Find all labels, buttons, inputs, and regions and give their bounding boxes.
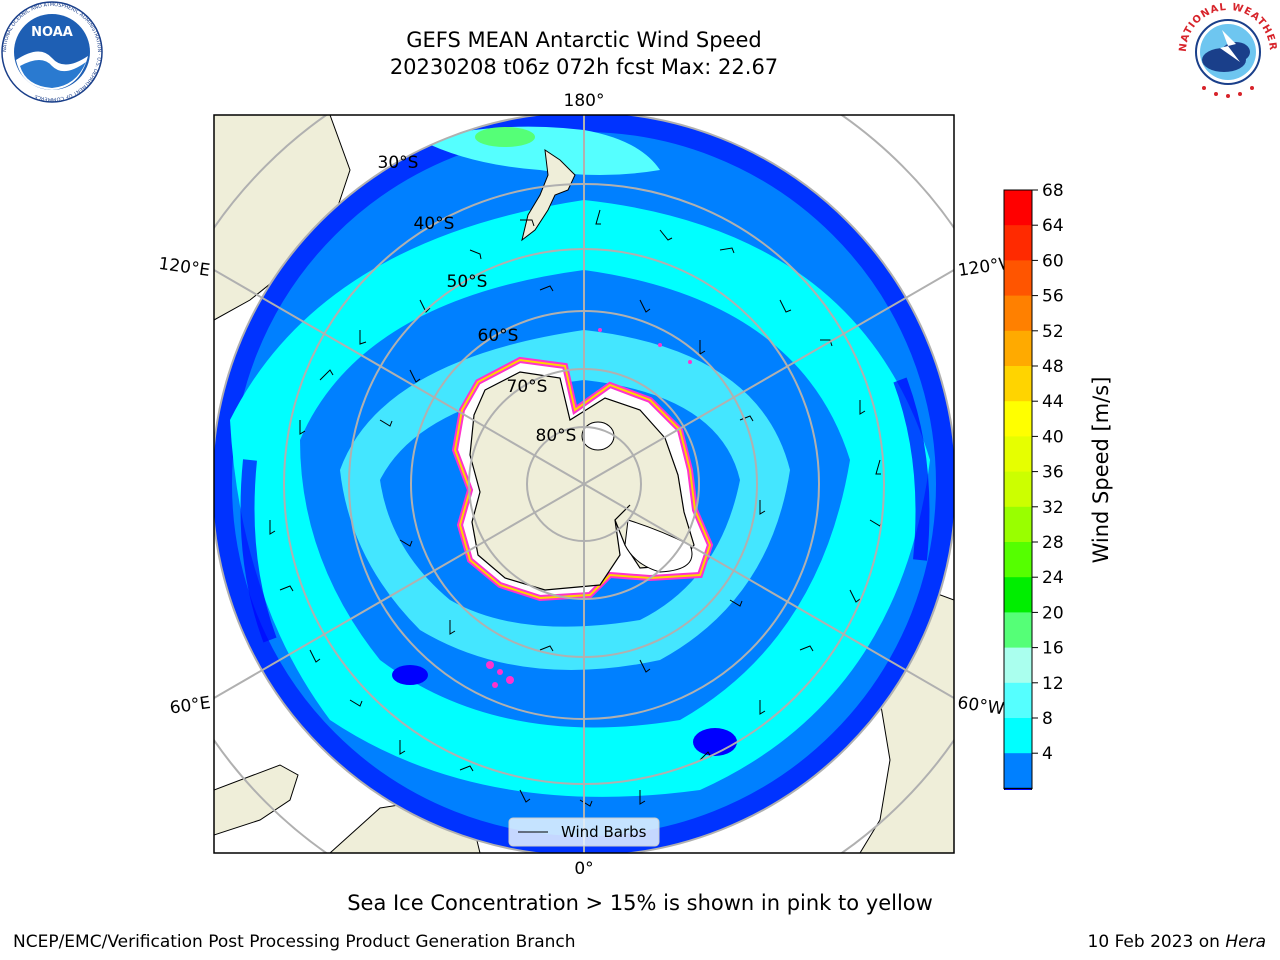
colorbar-frame bbox=[1003, 189, 1033, 789]
wind-barbs bbox=[269, 209, 883, 807]
graticule bbox=[214, 115, 954, 853]
footer-date-text: 10 Feb 2023 on bbox=[1087, 932, 1226, 952]
colorbar-swatch bbox=[1004, 577, 1032, 613]
lon-label-120e: 120°E bbox=[157, 254, 211, 281]
colorbar-swatch bbox=[1004, 682, 1032, 719]
colorbar-swatch bbox=[1004, 612, 1032, 649]
colorbar-swatch bbox=[1004, 647, 1032, 684]
colorbar-tick-label: 68 bbox=[1042, 181, 1064, 201]
colorbar-swatch bbox=[1004, 366, 1032, 402]
lat-label-60s: 60°S bbox=[478, 326, 519, 346]
africa-land bbox=[214, 764, 299, 836]
lon-label-180: 180° bbox=[564, 91, 605, 111]
colorbar-swatch bbox=[1004, 506, 1032, 543]
colorbar-swatch bbox=[1004, 225, 1032, 261]
colorbar-tick-label: 20 bbox=[1042, 603, 1064, 623]
footer-credit: NCEP/EMC/Verification Post Processing Pr… bbox=[13, 932, 576, 952]
new-zealand-land bbox=[521, 148, 576, 242]
lon-label-60e: 60°E bbox=[169, 693, 212, 718]
noaa-logo: NATIONAL OCEANIC AND ATMOSPHERIC ADMINIS… bbox=[1, 1, 103, 103]
lat-label-50s: 50°S bbox=[447, 272, 488, 292]
colorbar-tick-label: 56 bbox=[1042, 287, 1064, 307]
colorbar-tick-label: 16 bbox=[1042, 639, 1064, 659]
colorbar: 68 64 60 56 52 48 44 40 36 32 28 24 20 16 12 8 4 Wind Sp… bbox=[1003, 181, 1113, 790]
colorbar-tick-label: 32 bbox=[1042, 498, 1064, 518]
colorbar-swatch bbox=[1004, 542, 1032, 578]
lat-label-40s: 40°S bbox=[414, 214, 455, 234]
colorbar-tick-label: 24 bbox=[1042, 568, 1064, 588]
lat-label-70s: 70°S bbox=[507, 377, 548, 397]
legend-label: Wind Barbs bbox=[561, 823, 647, 841]
lat-label-80s: 80°S bbox=[536, 426, 577, 446]
colorbar-swatch bbox=[1004, 330, 1032, 367]
colorbar-tick-label: 4 bbox=[1042, 744, 1053, 764]
colorbar-swatch bbox=[1004, 295, 1032, 332]
map-legend: Wind Barbs bbox=[508, 817, 660, 847]
colorbar-swatch bbox=[1004, 436, 1032, 473]
footer-date: 10 Feb 2023 on Hera bbox=[1088, 932, 1266, 952]
footer-host: Hera bbox=[1225, 932, 1266, 952]
colorbar-tick-label: 44 bbox=[1042, 392, 1064, 412]
colorbar-swatch bbox=[1004, 190, 1032, 226]
colorbar-tick-label: 28 bbox=[1042, 533, 1064, 553]
sea-ice-caption: Sea Ice Concentration > 15% is shown in … bbox=[347, 891, 933, 915]
colorbar-label: Wind Speed [m/s] bbox=[1089, 377, 1113, 564]
colorbar-swatch bbox=[1004, 471, 1032, 508]
colorbar-swatch bbox=[1004, 753, 1032, 789]
colorbar-tick-label: 8 bbox=[1042, 709, 1053, 729]
colorbar-tick-label: 36 bbox=[1042, 463, 1064, 483]
colorbar-swatch bbox=[1004, 401, 1032, 437]
colorbar-tick-label: 40 bbox=[1042, 427, 1064, 447]
colorbar-tick-label: 60 bbox=[1042, 251, 1064, 271]
nws-logo: NATIONAL WEATHER SERVICE bbox=[1176, 0, 1277, 98]
colorbar-tick-label: 48 bbox=[1042, 357, 1064, 377]
chart-title: GEFS MEAN Antarctic Wind Speed bbox=[406, 28, 762, 52]
lat-label-30s: 30°S bbox=[378, 153, 419, 173]
svg-text:NOAA: NOAA bbox=[31, 25, 73, 40]
colorbar-tick-label: 12 bbox=[1042, 674, 1064, 694]
colorbar-swatch bbox=[1004, 260, 1032, 297]
colorbar-tick-label: 52 bbox=[1042, 322, 1064, 342]
chart-subtitle: 20230208 t06z 072h fcst Max: 22.67 bbox=[389, 55, 779, 79]
colorbar-tick-label: 64 bbox=[1042, 216, 1064, 236]
lon-label-0: 0° bbox=[574, 859, 593, 879]
colorbar-swatch bbox=[1004, 718, 1032, 754]
